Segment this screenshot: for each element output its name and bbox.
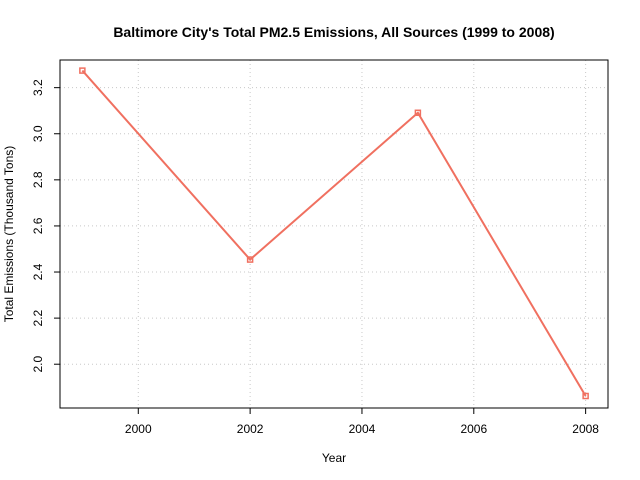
y-axis: 2.0 2.2 2.4 2.6 2.8 3.0 3.2 <box>31 79 60 373</box>
y-tick-label: 2.4 <box>31 263 45 280</box>
y-tick-label: 3.0 <box>31 125 45 142</box>
plot-frame <box>59 59 609 409</box>
y-tick-label: 2.0 <box>31 356 45 373</box>
series-line <box>81 69 587 397</box>
x-tick-label: 2002 <box>237 422 264 436</box>
data-point <box>79 67 86 74</box>
x-tick-label: 2008 <box>572 422 599 436</box>
y-tick-label: 2.8 <box>31 171 45 188</box>
y-tick-label: 3.2 <box>31 79 45 96</box>
data-point <box>582 392 589 400</box>
x-tick-label: 2004 <box>349 422 376 436</box>
x-tick-label: 2000 <box>125 422 152 436</box>
series <box>79 67 589 400</box>
x-axis-label: Year <box>322 451 346 465</box>
grid <box>60 60 608 408</box>
y-axis-label: Total Emissions (Thousand Tons) <box>2 146 16 323</box>
y-tick-label: 2.2 <box>31 309 45 326</box>
x-axis: 2000 2002 2004 2006 2008 <box>125 408 599 436</box>
data-point <box>414 109 422 117</box>
chart-title: Baltimore City's Total PM2.5 Emissions, … <box>113 24 554 40</box>
y-tick-label: 2.6 <box>31 217 45 234</box>
x-tick-label: 2006 <box>460 422 487 436</box>
data-point <box>246 256 254 263</box>
